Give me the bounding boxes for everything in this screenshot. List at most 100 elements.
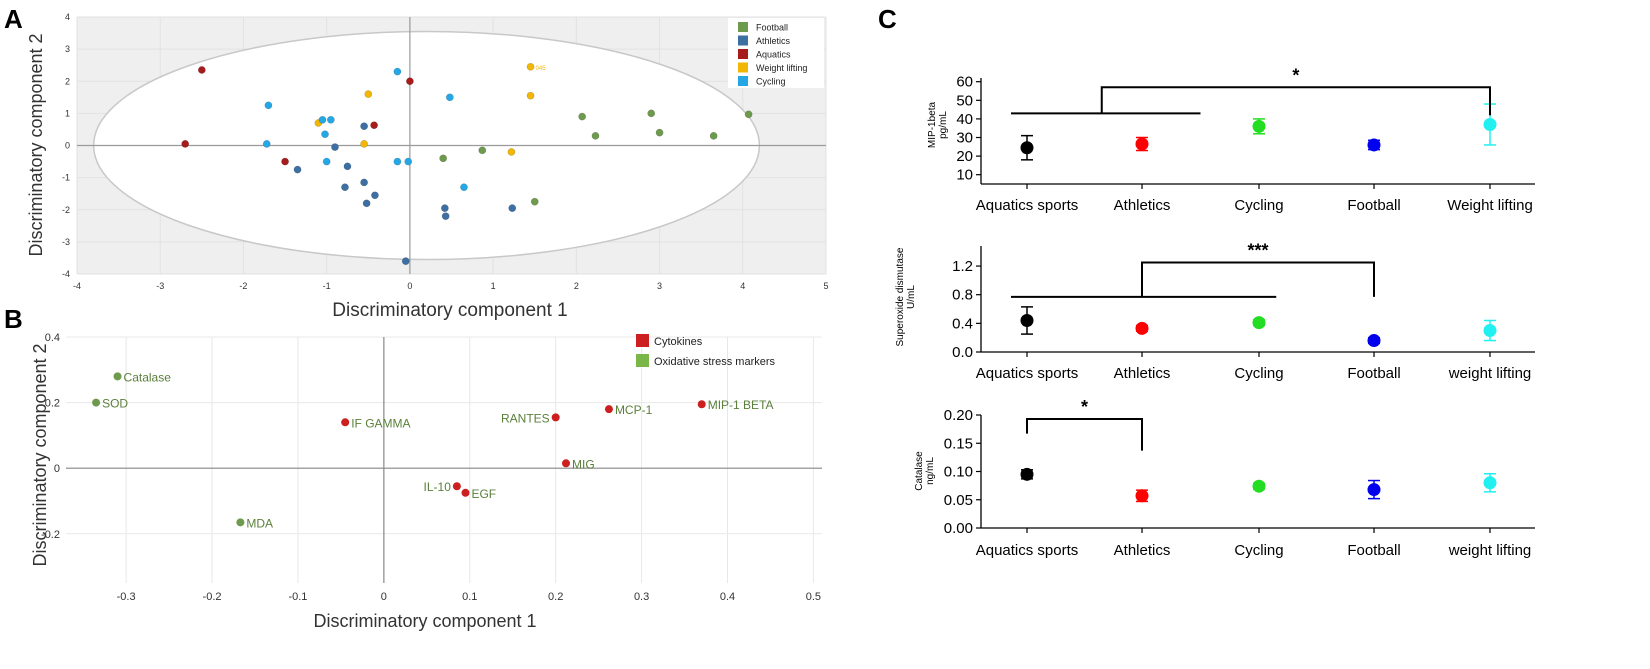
panel-b-x-tick-label: 0.5 bbox=[806, 591, 821, 603]
panel-a-legend-label-athletics: Athletics bbox=[756, 36, 791, 46]
panel-b-point-mip-1-beta bbox=[697, 400, 706, 409]
panel-C1-category-label: Cycling bbox=[1234, 197, 1283, 214]
panel-a-legend-swatch-aquatics bbox=[738, 49, 748, 59]
panel-label-a: A bbox=[4, 4, 23, 34]
panel-a-point-football bbox=[439, 154, 448, 163]
panel-a-point-cycling bbox=[321, 130, 329, 139]
panel-b-x-tick-label: -0.2 bbox=[203, 591, 222, 603]
panel-C3-y-axis-title: Catalase bbox=[914, 451, 925, 491]
panel-a-point-cycling bbox=[393, 157, 402, 166]
panel-a-point-athletics bbox=[360, 122, 368, 131]
panel-C3-mean-point-athletics bbox=[1135, 489, 1149, 503]
panel-C2-mean-point-aquatics-sports bbox=[1020, 313, 1034, 327]
panel-a-x-tick-label: 5 bbox=[823, 281, 828, 291]
panel-C2-category-label: Cycling bbox=[1234, 365, 1283, 382]
panel-C2-significance-label: *** bbox=[1247, 240, 1268, 260]
legend-swatch-cytokines bbox=[636, 334, 649, 347]
panel-b-point-label-il-10: IL-10 bbox=[424, 480, 452, 494]
panel-a-chart: -4 -3 -2 -1 0 1 2 3 4 5 -4 -3 -2 -1 0 1 2 3 4 045 Football… bbox=[26, 12, 829, 321]
panel-C1-y-axis-unit: pg/mL bbox=[938, 111, 949, 139]
panel-a-legend-label-cycling: Cycling bbox=[756, 77, 786, 87]
panel-C2-mean-point-weight-lifting bbox=[1483, 324, 1497, 338]
panel-a-point-football bbox=[530, 197, 539, 206]
panel-b-point-label-mcp-1: MCP-1 bbox=[615, 403, 653, 417]
panel-a-point-cycling bbox=[264, 101, 273, 110]
panel-a-x-tick-label: 3 bbox=[657, 281, 662, 291]
panel-C1-mean-point-football bbox=[1367, 138, 1381, 152]
panel-C1-y-tick-label: 40 bbox=[956, 111, 973, 128]
panel-b-point-label-sod: SOD bbox=[102, 397, 128, 411]
panel-a-point-athletics bbox=[371, 191, 379, 200]
panel-b-x-tick-label: 0.2 bbox=[548, 591, 563, 603]
panel-a-x-tick-label: -3 bbox=[156, 281, 164, 291]
panel-C3-category-label: weight lifting bbox=[1448, 542, 1532, 559]
panel-a-point-athletics bbox=[331, 143, 339, 151]
panel-C2-category-label: Athletics bbox=[1114, 365, 1171, 382]
panel-C3-significance-bracket bbox=[1026, 417, 1143, 451]
panel-C2-mean-point-cycling bbox=[1252, 316, 1266, 330]
panel-label-b: B bbox=[4, 304, 23, 334]
panel-C3-mean-point-cycling bbox=[1252, 479, 1266, 493]
panel-b-point-label-mig: MIG bbox=[572, 457, 595, 471]
panel-C1-category-label: Athletics bbox=[1114, 197, 1171, 214]
panel-C3-y-axis-unit: ng/mL bbox=[925, 457, 936, 485]
panel-a-y-tick-label: 3 bbox=[65, 44, 70, 54]
panel-b-x-tick-label: 0.4 bbox=[720, 591, 735, 603]
panel-a-y-tick-label: 0 bbox=[65, 141, 70, 151]
panel-C1-significance-label: * bbox=[1292, 65, 1299, 85]
panel-a-point-aquatics bbox=[181, 140, 190, 148]
panel-a-x-tick-label: -2 bbox=[239, 281, 247, 291]
panel-a-y-tick-label: 2 bbox=[65, 76, 70, 86]
panel-a-y-axis-title: Discriminatory component 2 bbox=[26, 33, 46, 256]
panel-C1-mean-point-athletics bbox=[1135, 137, 1149, 151]
panel-a-legend-swatch-football bbox=[738, 22, 748, 32]
panel-C3-significance-label: * bbox=[1081, 397, 1088, 417]
panel-b-point-egf bbox=[461, 488, 470, 497]
panel-a-x-tick-label: -1 bbox=[323, 281, 331, 291]
panel-a-point-athletics bbox=[293, 165, 302, 174]
panel-a-point-football bbox=[647, 109, 656, 118]
panel-C3-category-label: Cycling bbox=[1234, 542, 1283, 559]
panel-a-point-aquatics bbox=[197, 66, 206, 74]
panel-b-point-mda bbox=[236, 518, 245, 527]
panel-c-sod-chart: 0.0 0.4 0.8 1.2 Aquatics sports Athletics Cycl… bbox=[895, 240, 1535, 382]
panel-a-point-athletics bbox=[341, 183, 349, 192]
panel-C3-mean-point-aquatics-sports bbox=[1020, 467, 1034, 481]
legend-label-oxidative-stress: Oxidative stress markers bbox=[654, 356, 776, 368]
panel-b-legend: Cytokines Oxidative stress markers bbox=[636, 334, 776, 368]
panel-b-point-il-10 bbox=[452, 482, 461, 491]
panel-a-x-tick-label: 4 bbox=[740, 281, 745, 291]
panel-a-legend-swatch-athletics bbox=[738, 35, 748, 46]
panel-a-x-tick-label: -4 bbox=[73, 281, 81, 291]
panel-a-y-tick-label: 4 bbox=[65, 12, 70, 22]
panel-b-point-sod bbox=[92, 398, 101, 407]
panel-C2-y-axis-title: Superoxide dismutase bbox=[895, 247, 906, 346]
panel-C3-category-label: Athletics bbox=[1114, 542, 1171, 559]
panel-C2-category-label: Football bbox=[1347, 365, 1400, 382]
panel-C3-y-tick-label: 0.10 bbox=[944, 464, 973, 481]
panel-a-point-weight-lifting bbox=[364, 90, 373, 98]
panel-b-x-tick-label: 0.3 bbox=[634, 591, 649, 603]
panel-a-x-tick-label: 0 bbox=[407, 281, 412, 291]
panel-a-x-tick-label: 1 bbox=[491, 281, 496, 291]
panel-a-point-cycling bbox=[460, 183, 468, 192]
panel-a-point-athletics bbox=[362, 199, 371, 208]
panel-C3-mean-point-weight-lifting bbox=[1483, 476, 1497, 490]
panel-C1-category-label: Aquatics sports bbox=[976, 197, 1079, 214]
panel-label-c: C bbox=[878, 4, 897, 34]
panel-a-point-athletics bbox=[360, 178, 368, 187]
panel-a-point-athletics bbox=[440, 204, 449, 212]
panel-a-point-athletics bbox=[401, 257, 410, 265]
panel-a-point-football bbox=[578, 112, 587, 121]
panel-a-y-tick-label: -1 bbox=[62, 173, 70, 183]
legend-label-cytokines: Cytokines bbox=[654, 336, 703, 348]
panel-b-point-label-mda: MDA bbox=[246, 516, 273, 530]
panel-a-y-tick-label: 1 bbox=[65, 108, 70, 118]
panel-a-point-athletics bbox=[343, 162, 352, 171]
panel-b-y-axis-title: Discriminatory component 2 bbox=[30, 343, 50, 566]
panel-b-point-mcp-1 bbox=[604, 405, 613, 414]
panel-a-point-annotation: 045 bbox=[536, 66, 547, 72]
panel-b-x-tick-label: 0.1 bbox=[462, 591, 477, 603]
panel-b-chart: -0.3 -0.2 -0.1 0 0.1 0.2 0.3 0.4 0.5-0.200.20.4 … bbox=[30, 332, 822, 631]
panel-a-point-aquatics bbox=[406, 77, 414, 86]
